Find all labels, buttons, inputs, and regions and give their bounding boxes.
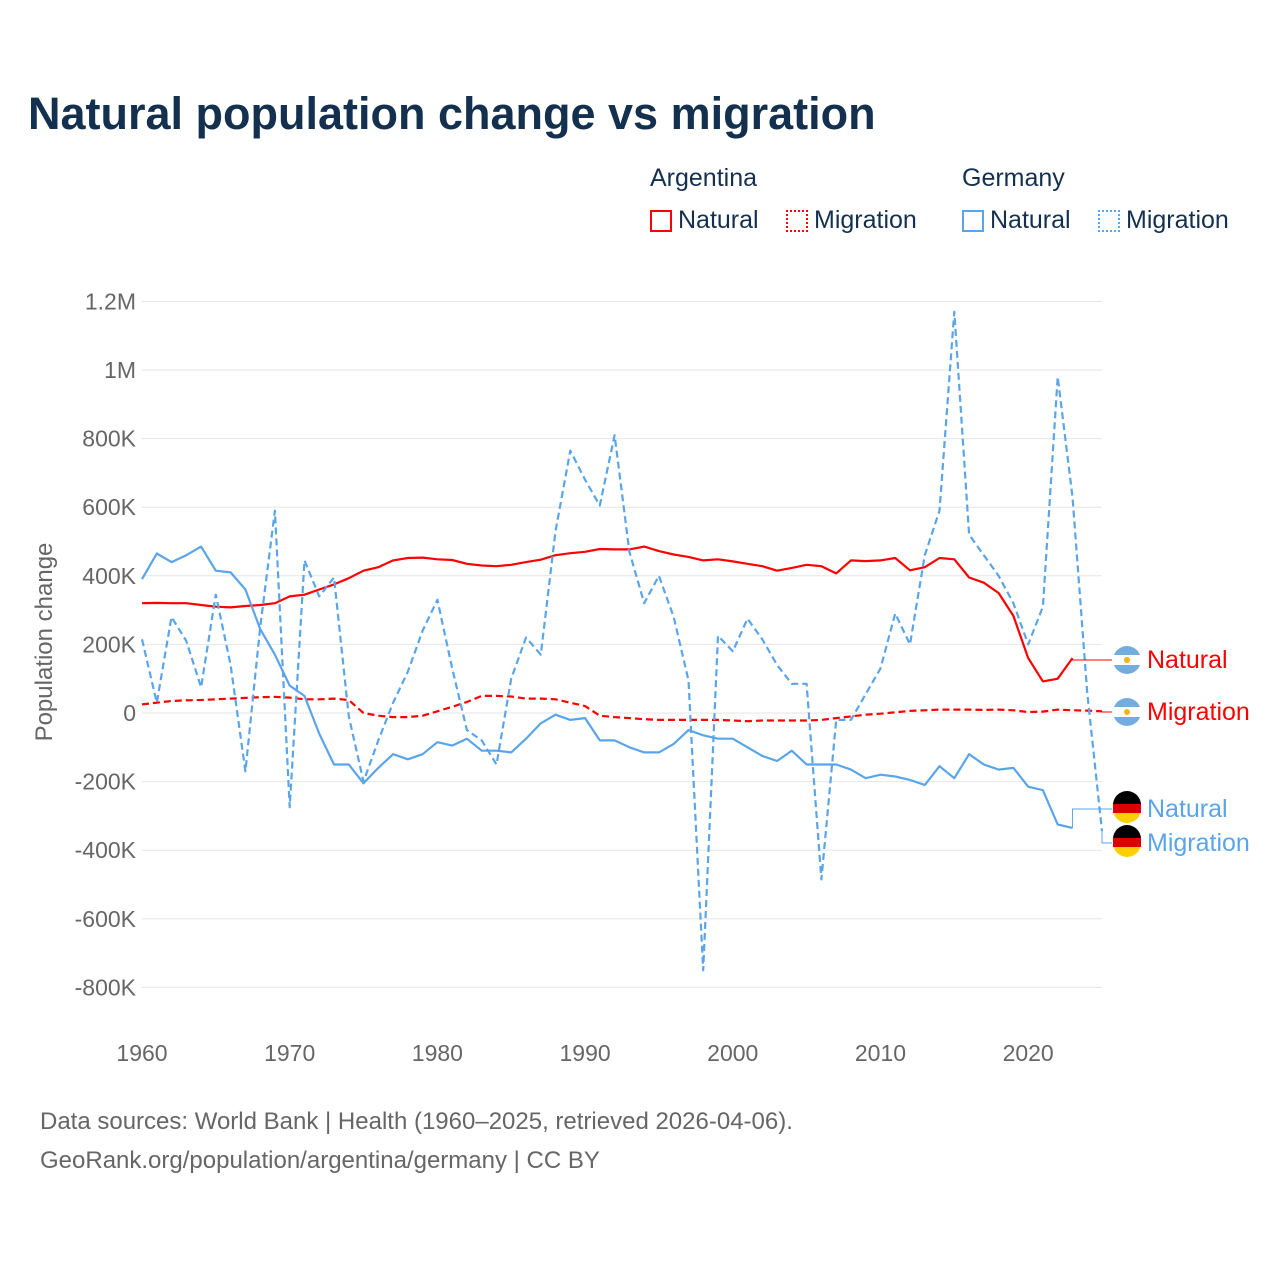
legend-group-argentina: Argentina [650, 164, 758, 192]
legend-group-germany: Germany [962, 164, 1065, 192]
end-label: Natural [1147, 646, 1228, 674]
x-tick-label: 1980 [412, 1040, 463, 1066]
dotted-swatch-icon [1098, 209, 1120, 232]
label-connector [1101, 831, 1112, 844]
series-line-argentina-migration [141, 694, 1103, 723]
end-label: Migration [1147, 698, 1250, 726]
legend-argentina-natural[interactable]: Natural [650, 206, 759, 235]
flag-stripe [1113, 838, 1141, 847]
chart-title: Natural population change vs migration [28, 88, 876, 139]
y-tick-label: 1M [104, 357, 136, 383]
flag-stripe [1113, 804, 1141, 813]
y-tick-label: 0 [123, 700, 136, 726]
solid-swatch-icon [962, 209, 984, 232]
flag-stripe [1113, 791, 1141, 805]
y-tick-label: 1.2M [85, 288, 136, 314]
legend-label: Migration [814, 206, 917, 234]
y-tick-label: 200K [82, 631, 136, 657]
solid-swatch-icon [650, 209, 672, 232]
x-tick-label: 1990 [559, 1040, 610, 1066]
legend-label: Migration [1126, 206, 1229, 234]
y-tick-label: -400K [75, 837, 137, 863]
x-tick-label: 1960 [116, 1040, 167, 1066]
x-tick-label: 1970 [264, 1040, 315, 1066]
flag-sun [1124, 657, 1130, 663]
series-line-argentina-natural [141, 545, 1074, 683]
x-tick-label: 2010 [855, 1040, 906, 1066]
y-axis-label: Population change [31, 543, 58, 742]
legend-germany-natural[interactable]: Natural [962, 206, 1071, 235]
legend-germany-migration[interactable]: Migration [1098, 206, 1229, 235]
legend-argentina-migration[interactable]: Migration [786, 206, 917, 235]
dotted-swatch-icon [786, 209, 808, 232]
footer-sources: Data sources: World Bank | Health (1960–… [40, 1108, 793, 1135]
label-connector [1101, 711, 1112, 713]
y-tick-label: -600K [75, 906, 137, 932]
legend-label: Natural [990, 206, 1071, 234]
end-label: Natural [1147, 795, 1228, 823]
x-tick-label: 2020 [1003, 1040, 1054, 1066]
flag-sun [1124, 709, 1130, 715]
series-line-germany-natural [141, 545, 1073, 829]
y-tick-label: 600K [82, 494, 136, 520]
flag-stripe [1113, 825, 1141, 839]
y-tick-label: 800K [82, 426, 136, 452]
y-tick-label: -200K [75, 769, 137, 795]
y-tick-label: -800K [75, 974, 137, 1000]
x-tick-label: 2000 [707, 1040, 758, 1066]
label-connector [1071, 658, 1112, 661]
series-line-germany-migration [140, 310, 1104, 972]
legend-label: Natural [678, 206, 759, 234]
label-connector [1071, 808, 1112, 828]
end-label: Migration [1147, 829, 1250, 857]
y-tick-label: 400K [82, 563, 136, 589]
footer-link[interactable]: GeoRank.org/population/argentina/germany… [40, 1147, 600, 1174]
